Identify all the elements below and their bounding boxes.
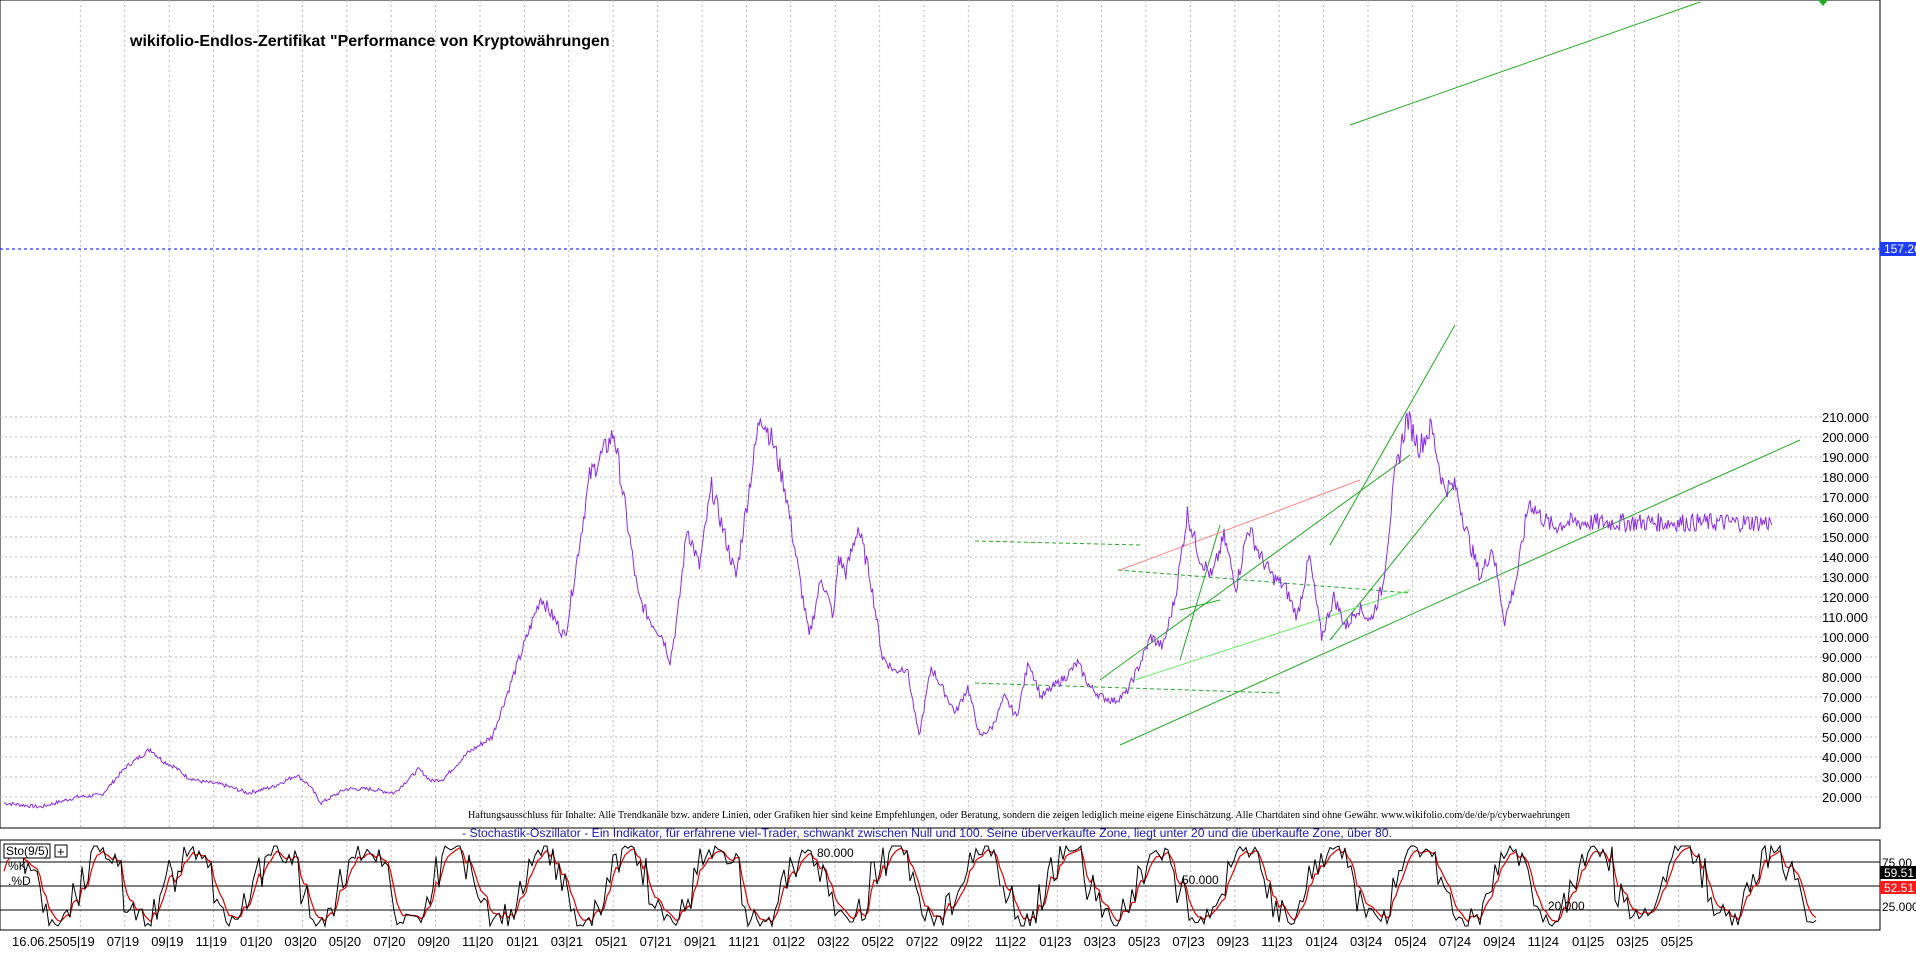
d-label: .%D xyxy=(8,874,31,888)
x-tick-label: 05|25 xyxy=(1661,934,1693,948)
x-tick-label: 09|20 xyxy=(418,934,450,948)
level-80-label: 80.000 xyxy=(817,846,854,860)
x-tick-label: 07|24 xyxy=(1439,934,1471,948)
trend-line xyxy=(1179,524,1221,661)
x-tick-label: 09|23 xyxy=(1217,934,1249,948)
price-line xyxy=(3,411,1773,809)
y-ticks: 20.000 30.000 40.000 50.000 60.000 70.000 80.0… xyxy=(1822,410,1869,805)
k-label: %K xyxy=(8,859,27,873)
x-tick-label: 01|20 xyxy=(240,934,272,948)
y-tick-label: 200.000 xyxy=(1822,430,1869,445)
y-tick-label: 190.000 xyxy=(1822,450,1869,465)
plus-icon: + xyxy=(57,844,65,859)
y-tick-label: 70.000 xyxy=(1822,690,1862,705)
x-tick-label: 03|22 xyxy=(817,934,849,948)
x-tick-label: 11|19 xyxy=(196,934,227,948)
x-tick-label: 05|24 xyxy=(1394,934,1426,948)
y-tick-label: 160.000 xyxy=(1822,510,1869,525)
x-tick-label: 11|21 xyxy=(728,934,759,948)
x-tick-label: 03|23 xyxy=(1084,934,1116,948)
x-tick-label: 11|22 xyxy=(995,934,1026,948)
stoch-expand-button[interactable] xyxy=(54,844,68,858)
x-tick-label: 03|21 xyxy=(551,934,583,948)
x-tick-label: 01|24 xyxy=(1306,934,1338,948)
x-tick-label: 11|23 xyxy=(1261,934,1292,948)
d-last-label: 52.51 xyxy=(1884,881,1914,895)
stoch-k-line xyxy=(3,844,1817,928)
x-tick-label: 03|25 xyxy=(1616,934,1648,948)
y-tick-label: 120.000 xyxy=(1822,590,1869,605)
x-tick-label: 09|19 xyxy=(151,934,183,948)
x-tick-label: 07|22 xyxy=(906,934,938,948)
stoch-label-box xyxy=(3,843,51,859)
y-tick-label: 110.000 xyxy=(1822,610,1868,625)
stoch-label: Sto(9/5) xyxy=(6,844,49,858)
x-tick-label: 01|23 xyxy=(1039,934,1071,948)
trend-line xyxy=(1329,484,1456,641)
last-price-box xyxy=(1880,242,1916,256)
y-tick-label: 170.000 xyxy=(1822,490,1869,505)
x-tick-label: 16.06.25 xyxy=(12,934,63,948)
trend-line xyxy=(1119,479,1361,571)
x-tick-label: 11|20 xyxy=(462,934,493,948)
disclaimer-text: Haftungsausschluss für Inhalte: Alle Tre… xyxy=(468,809,1570,821)
y-tick-label: 150.000 xyxy=(1822,530,1869,545)
x-ticks: 16.06.25 05|19 07|19 09|19 11|19 01|20 03|20 05… xyxy=(12,934,1693,949)
price-panel-frame xyxy=(0,0,1881,829)
stochastic-description: - Stochastik-Oszillator - Ein Indikator,… xyxy=(462,826,1392,840)
y-tick-label: 130.000 xyxy=(1822,570,1869,585)
y-tick-label: 90.000 xyxy=(1822,650,1862,665)
x-tick-label: 09|24 xyxy=(1483,934,1515,948)
x-tick-label: 05|23 xyxy=(1128,934,1160,948)
x-tick-label: 07|19 xyxy=(107,934,139,948)
y-tick-label: 210.000 xyxy=(1822,410,1869,425)
price-series xyxy=(3,411,1773,809)
k-last-box xyxy=(1880,866,1916,879)
stoch-d-line xyxy=(3,846,1817,923)
trend-line xyxy=(974,682,1281,694)
x-tick-label: 09|21 xyxy=(684,934,716,948)
y-tick-label: 140.000 xyxy=(1822,550,1869,565)
y-tick-label: 20.000 xyxy=(1822,790,1862,805)
level-20-label: 20.000 xyxy=(1548,899,1585,913)
x-tick-label: 03|24 xyxy=(1350,934,1382,948)
x-tick-label: 05|20 xyxy=(329,934,361,948)
trend-line xyxy=(1179,599,1221,611)
y-tick-label: 50.000 xyxy=(1822,730,1862,745)
green-marker-icon xyxy=(1818,0,1828,6)
stoch-series xyxy=(3,844,1817,928)
k-last-label: 59.51 xyxy=(1884,866,1914,880)
last-price-label: 157.26 xyxy=(1884,242,1916,256)
x-tick-label: 07|21 xyxy=(640,934,672,948)
chart-title: wikifolio-Endlos-Zertifikat "Performance… xyxy=(129,33,610,50)
d-last-box xyxy=(1880,881,1916,894)
y-tick-label: 60.000 xyxy=(1822,710,1862,725)
y-tick-label: 40.000 xyxy=(1822,750,1862,765)
stoch-tick-25: 25.000 xyxy=(1882,900,1916,914)
y-tick-label: 100.000 xyxy=(1822,630,1869,645)
y-tick-label: 180.000 xyxy=(1822,470,1869,485)
x-tick-label: 05|22 xyxy=(862,934,894,948)
x-tick-label: 01|21 xyxy=(506,934,538,948)
level-50-label: 50.000 xyxy=(1182,873,1219,887)
x-tick-label: 01|25 xyxy=(1572,934,1604,948)
x-tick-label: 09|22 xyxy=(950,934,982,948)
x-tick-label: 03|20 xyxy=(284,934,316,948)
x-tick-label: 05|19 xyxy=(62,934,94,948)
trend-line xyxy=(1329,324,1456,546)
trendlines xyxy=(974,1,1801,746)
y-tick-label: 80.000 xyxy=(1822,670,1862,685)
x-tick-label: 07|20 xyxy=(373,934,405,948)
price-grid xyxy=(0,0,1880,828)
x-tick-label: 05|21 xyxy=(595,934,627,948)
x-tick-label: 01|22 xyxy=(773,934,805,948)
trend-line xyxy=(1119,439,1801,746)
trend-line xyxy=(1134,589,1411,681)
trend-line xyxy=(1349,1,1701,126)
x-tick-label: 07|23 xyxy=(1172,934,1204,948)
y-tick-label: 30.000 xyxy=(1822,770,1862,785)
x-tick-label: 11|24 xyxy=(1528,934,1559,948)
